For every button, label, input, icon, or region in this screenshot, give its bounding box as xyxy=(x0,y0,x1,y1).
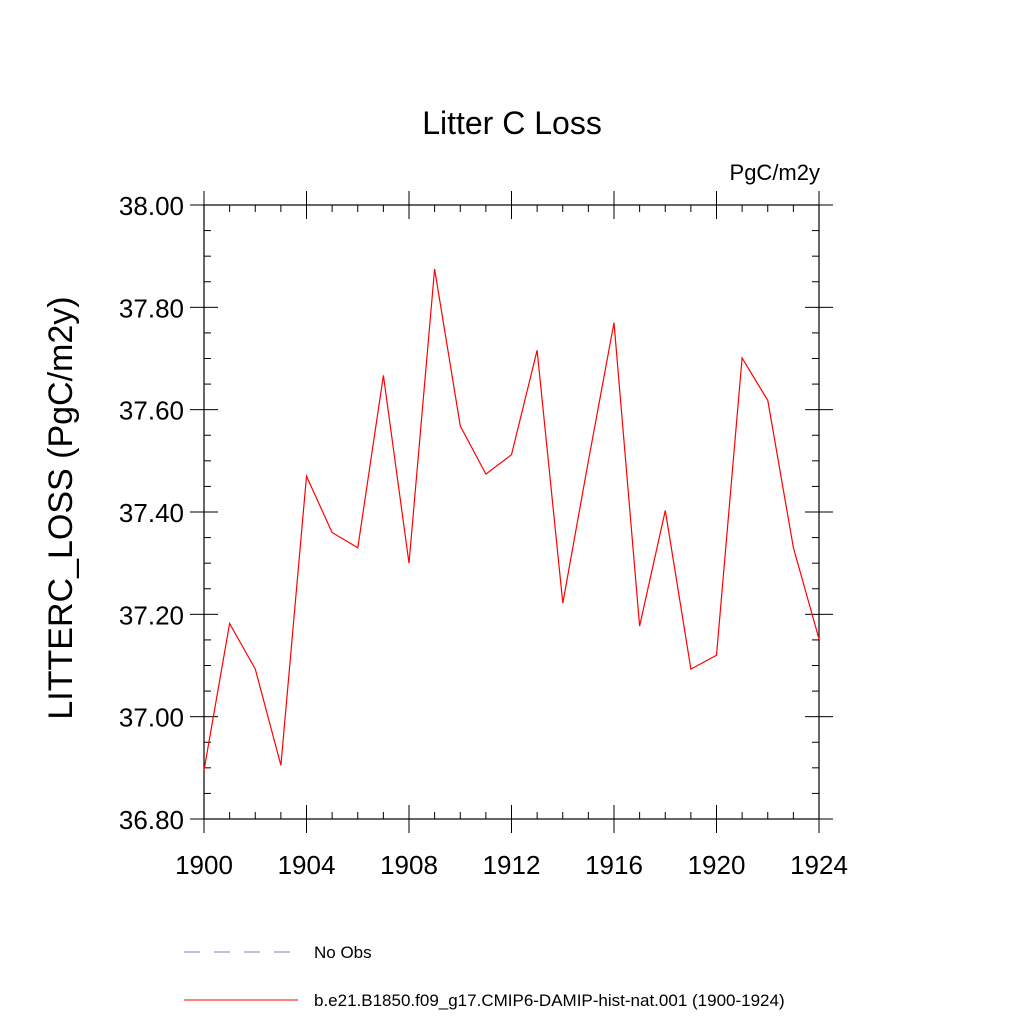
x-tick-label: 1904 xyxy=(278,850,336,880)
legend-label: No Obs xyxy=(314,943,372,962)
y-axis-label: LITTERC_LOSS (PgC/m2y) xyxy=(42,296,80,719)
x-tick-label: 1900 xyxy=(175,850,233,880)
x-tick-label: 1924 xyxy=(790,850,848,880)
x-tick-label: 1908 xyxy=(380,850,438,880)
x-tick-label: 1912 xyxy=(483,850,541,880)
y-tick-label: 37.80 xyxy=(119,293,184,323)
series-line xyxy=(203,268,820,771)
legend-label: b.e21.B1850.f09_g17.CMIP6-DAMIP-hist-nat… xyxy=(314,991,785,1010)
y-tick-label: 37.00 xyxy=(119,703,184,733)
tick-labels: 1900 1904 1908 1912 1916 1920 1924 36.80 37.00 37… xyxy=(119,191,848,880)
y-tick-label: 38.00 xyxy=(119,191,184,221)
y-tick-label: 36.80 xyxy=(119,805,184,835)
legend: No Obs b.e21.B1850.f09_g17.CMIP6-DAMIP-hi… xyxy=(184,943,785,1010)
x-tick-label: 1916 xyxy=(585,850,643,880)
chart-title: Litter C Loss xyxy=(422,105,602,141)
x-tick-label: 1920 xyxy=(688,850,746,880)
y-tick-label: 37.20 xyxy=(119,600,184,630)
units-label: PgC/m2y xyxy=(730,160,820,185)
series-layer xyxy=(203,268,820,771)
y-tick-label: 37.60 xyxy=(119,396,184,426)
y-tick-label: 37.40 xyxy=(119,498,184,528)
axis-ticks xyxy=(190,191,833,833)
plot-frame xyxy=(203,204,820,820)
